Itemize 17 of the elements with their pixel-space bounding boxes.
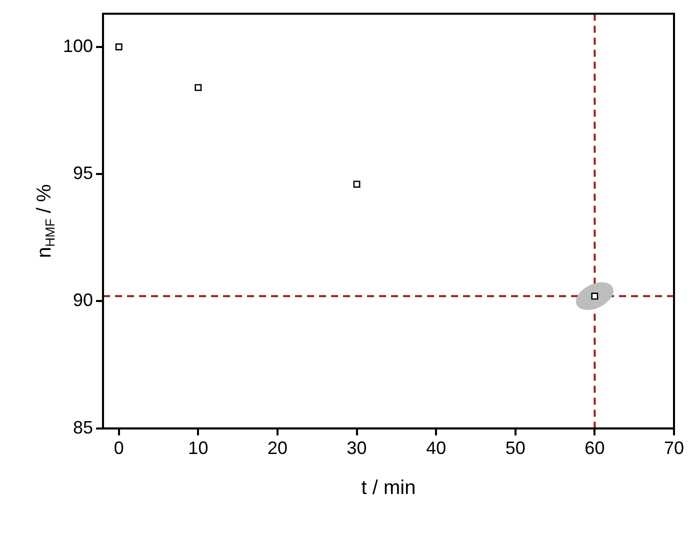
x-tick-label: 30	[346, 438, 367, 458]
x-tick-label: 10	[188, 438, 208, 458]
x-tick-label: 50	[505, 438, 526, 458]
x-tick-label: 0	[114, 438, 124, 458]
point	[115, 43, 122, 50]
x-tick-label: 40	[426, 438, 446, 458]
y-tick-label: 90	[73, 290, 94, 310]
x-tick-label: 60	[584, 438, 605, 458]
x-axis-title: t / min	[361, 476, 416, 499]
point	[353, 180, 360, 188]
y-tick-label: 95	[73, 163, 94, 184]
y-tick-label: 85	[73, 417, 94, 438]
y-tick-label: 100	[62, 36, 94, 56]
y-axis-title: nHMF / %	[34, 184, 58, 258]
point	[194, 84, 202, 92]
x-tick-label: 70	[664, 438, 684, 458]
x-tick-label: 20	[267, 438, 288, 458]
